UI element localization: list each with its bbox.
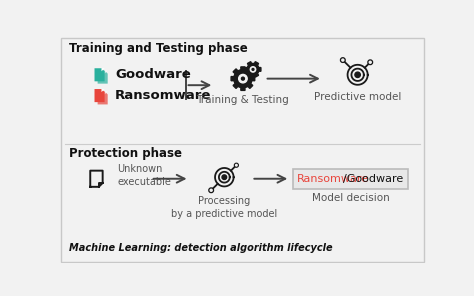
Text: Ransomware: Ransomware <box>115 89 211 102</box>
Circle shape <box>209 188 213 193</box>
Circle shape <box>342 59 344 61</box>
Text: Unknown
executable: Unknown executable <box>118 164 171 187</box>
Text: Training & Testing: Training & Testing <box>197 95 289 105</box>
FancyBboxPatch shape <box>293 169 408 189</box>
Polygon shape <box>245 62 261 77</box>
Text: Model decision: Model decision <box>312 193 390 202</box>
Circle shape <box>368 60 373 65</box>
Text: Protection phase: Protection phase <box>69 147 182 160</box>
Polygon shape <box>105 91 108 94</box>
Circle shape <box>236 165 237 166</box>
Polygon shape <box>105 70 108 74</box>
Polygon shape <box>101 89 105 92</box>
Circle shape <box>340 58 345 62</box>
Circle shape <box>235 163 238 167</box>
Polygon shape <box>231 67 255 90</box>
Polygon shape <box>98 70 108 84</box>
Text: Goodware: Goodware <box>115 68 191 81</box>
Circle shape <box>355 72 360 78</box>
Text: Ransomware: Ransomware <box>297 174 369 184</box>
Circle shape <box>369 61 371 63</box>
Text: Machine Learning: detection algorithm lifecycle: Machine Learning: detection algorithm li… <box>69 243 332 253</box>
Circle shape <box>250 67 255 72</box>
Polygon shape <box>98 91 108 104</box>
FancyBboxPatch shape <box>61 38 424 262</box>
Circle shape <box>241 77 245 80</box>
Text: Predictive model: Predictive model <box>314 92 401 102</box>
Text: Training and Testing phase: Training and Testing phase <box>69 42 247 55</box>
Polygon shape <box>94 68 105 81</box>
Text: Processing
by a predictive model: Processing by a predictive model <box>171 196 277 219</box>
Polygon shape <box>101 68 105 71</box>
Text: /Goodware: /Goodware <box>343 174 403 184</box>
Polygon shape <box>94 89 105 102</box>
Circle shape <box>222 175 227 179</box>
Circle shape <box>252 68 254 70</box>
Circle shape <box>239 74 247 83</box>
Circle shape <box>210 189 212 191</box>
